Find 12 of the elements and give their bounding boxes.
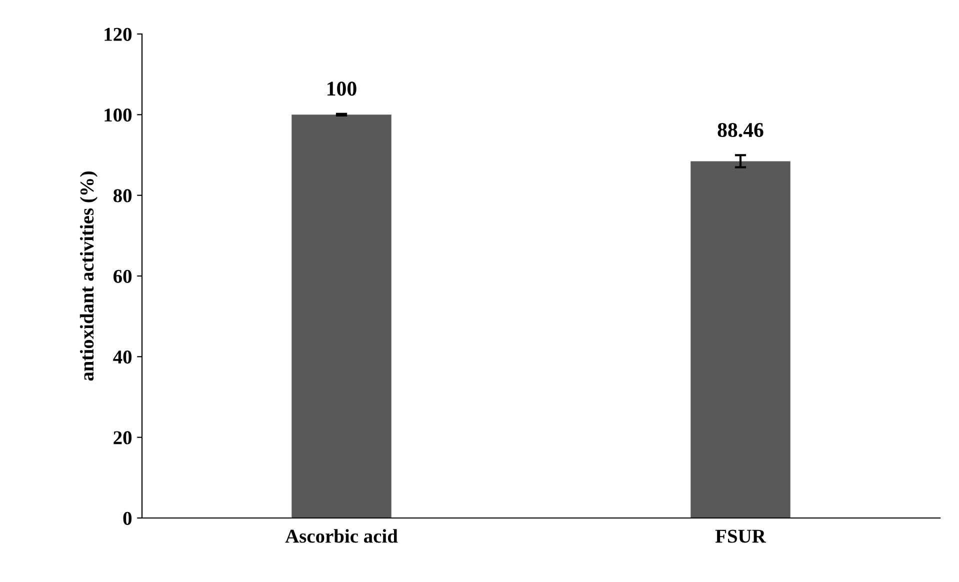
data-label: 88.46: [718, 122, 764, 138]
y-tick-label: 120: [104, 28, 132, 41]
y-tick-label: 100: [104, 108, 132, 122]
y-tick-label: 20: [114, 431, 132, 444]
x-tick-label: FSUR: [715, 530, 766, 543]
y-axis-title: antioxidant activities (%): [80, 172, 98, 381]
y-tick-label: 40: [113, 350, 132, 364]
x-tick-label: Ascorbic acid: [285, 529, 398, 543]
y-tick-label: 80: [113, 189, 132, 202]
y-tick-label: 60: [114, 270, 132, 283]
data-label: 100: [328, 82, 356, 96]
y-tick-label: 0: [123, 512, 132, 525]
